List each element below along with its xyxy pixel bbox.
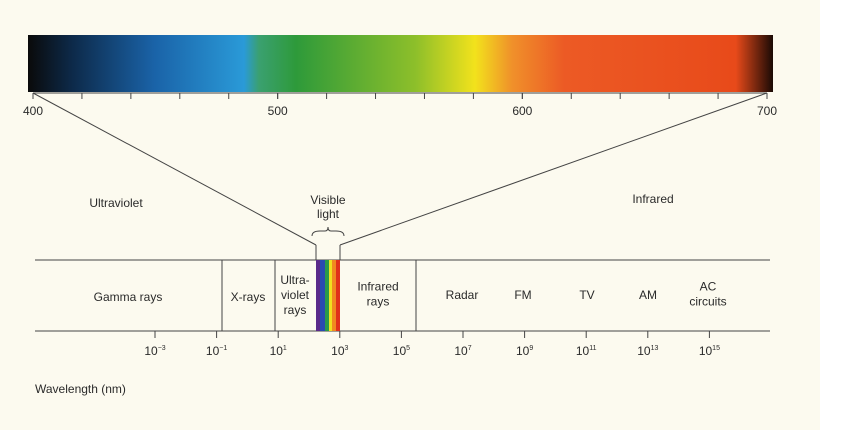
tick-exponent: −3 (158, 345, 166, 352)
scale-label: 700 (757, 104, 777, 118)
wavelength-label: 103 (331, 344, 348, 358)
tick-exponent: 11 (589, 345, 596, 352)
stripe (316, 260, 320, 331)
stripe (329, 260, 332, 331)
tick-base: 10 (576, 344, 590, 358)
tick-exponent: −1 (219, 345, 227, 352)
band-label: Radar (446, 288, 479, 302)
stripe (325, 260, 329, 331)
tick-exponent: 5 (406, 345, 410, 352)
stripe (332, 260, 336, 331)
band-label: violet (281, 288, 310, 302)
region-label: Visible (310, 193, 345, 207)
wavelength-label: 1011 (576, 344, 597, 358)
brace (311, 226, 345, 237)
band-label: X-rays (231, 290, 266, 304)
tick-base: 10 (516, 344, 530, 358)
region-label: Infrared (632, 192, 673, 206)
wavelength-label: 1015 (699, 344, 720, 358)
tick-base: 10 (637, 344, 651, 358)
tick-base: 10 (144, 344, 158, 358)
stripe (336, 260, 340, 331)
tick-base: 10 (699, 344, 713, 358)
tick-base: 10 (331, 344, 345, 358)
band-label: Ultra- (280, 273, 309, 287)
tick-exponent: 3 (345, 345, 349, 352)
band-label: Gamma rays (94, 290, 163, 304)
region-label: light (317, 207, 340, 221)
wavelength-label: 10−3 (144, 344, 165, 358)
tick-base: 10 (454, 344, 468, 358)
tick-base: 10 (206, 344, 220, 358)
band-label: FM (514, 288, 531, 302)
wavelength-label: 10−1 (206, 344, 227, 358)
band-label: Infrared (357, 280, 398, 294)
tick-base: 10 (393, 344, 407, 358)
wavelength-label: 1013 (637, 344, 658, 358)
tick-exponent: 9 (529, 345, 533, 352)
zoom-line (32, 92, 317, 246)
tick-exponent: 13 (651, 345, 659, 352)
scale-label: 600 (512, 104, 532, 118)
tick-base: 10 (270, 344, 284, 358)
band-label: AC (700, 280, 717, 294)
axis-label: Wavelength (nm) (35, 382, 126, 396)
wavelength-label: 109 (516, 344, 533, 358)
wavelength-label: 105 (393, 344, 410, 358)
band-label: TV (579, 288, 594, 302)
scale-label: 500 (268, 104, 288, 118)
tick-exponent: 7 (468, 345, 472, 352)
tick-exponent: 1 (283, 345, 287, 352)
visible-spectrum-bar (28, 35, 773, 92)
band-label: rays (284, 303, 307, 317)
tick-exponent: 15 (712, 345, 720, 352)
visible-band (316, 260, 340, 331)
stripe (320, 260, 325, 331)
region-label: Ultraviolet (89, 196, 143, 210)
scale-label: 400 (23, 104, 43, 118)
wavelength-label: 101 (270, 344, 287, 358)
band-label: rays (367, 295, 390, 309)
zoom-line (339, 92, 768, 246)
wavelength-label: 107 (454, 344, 471, 358)
band-label: AM (639, 288, 657, 302)
band-label: circuits (689, 295, 726, 309)
